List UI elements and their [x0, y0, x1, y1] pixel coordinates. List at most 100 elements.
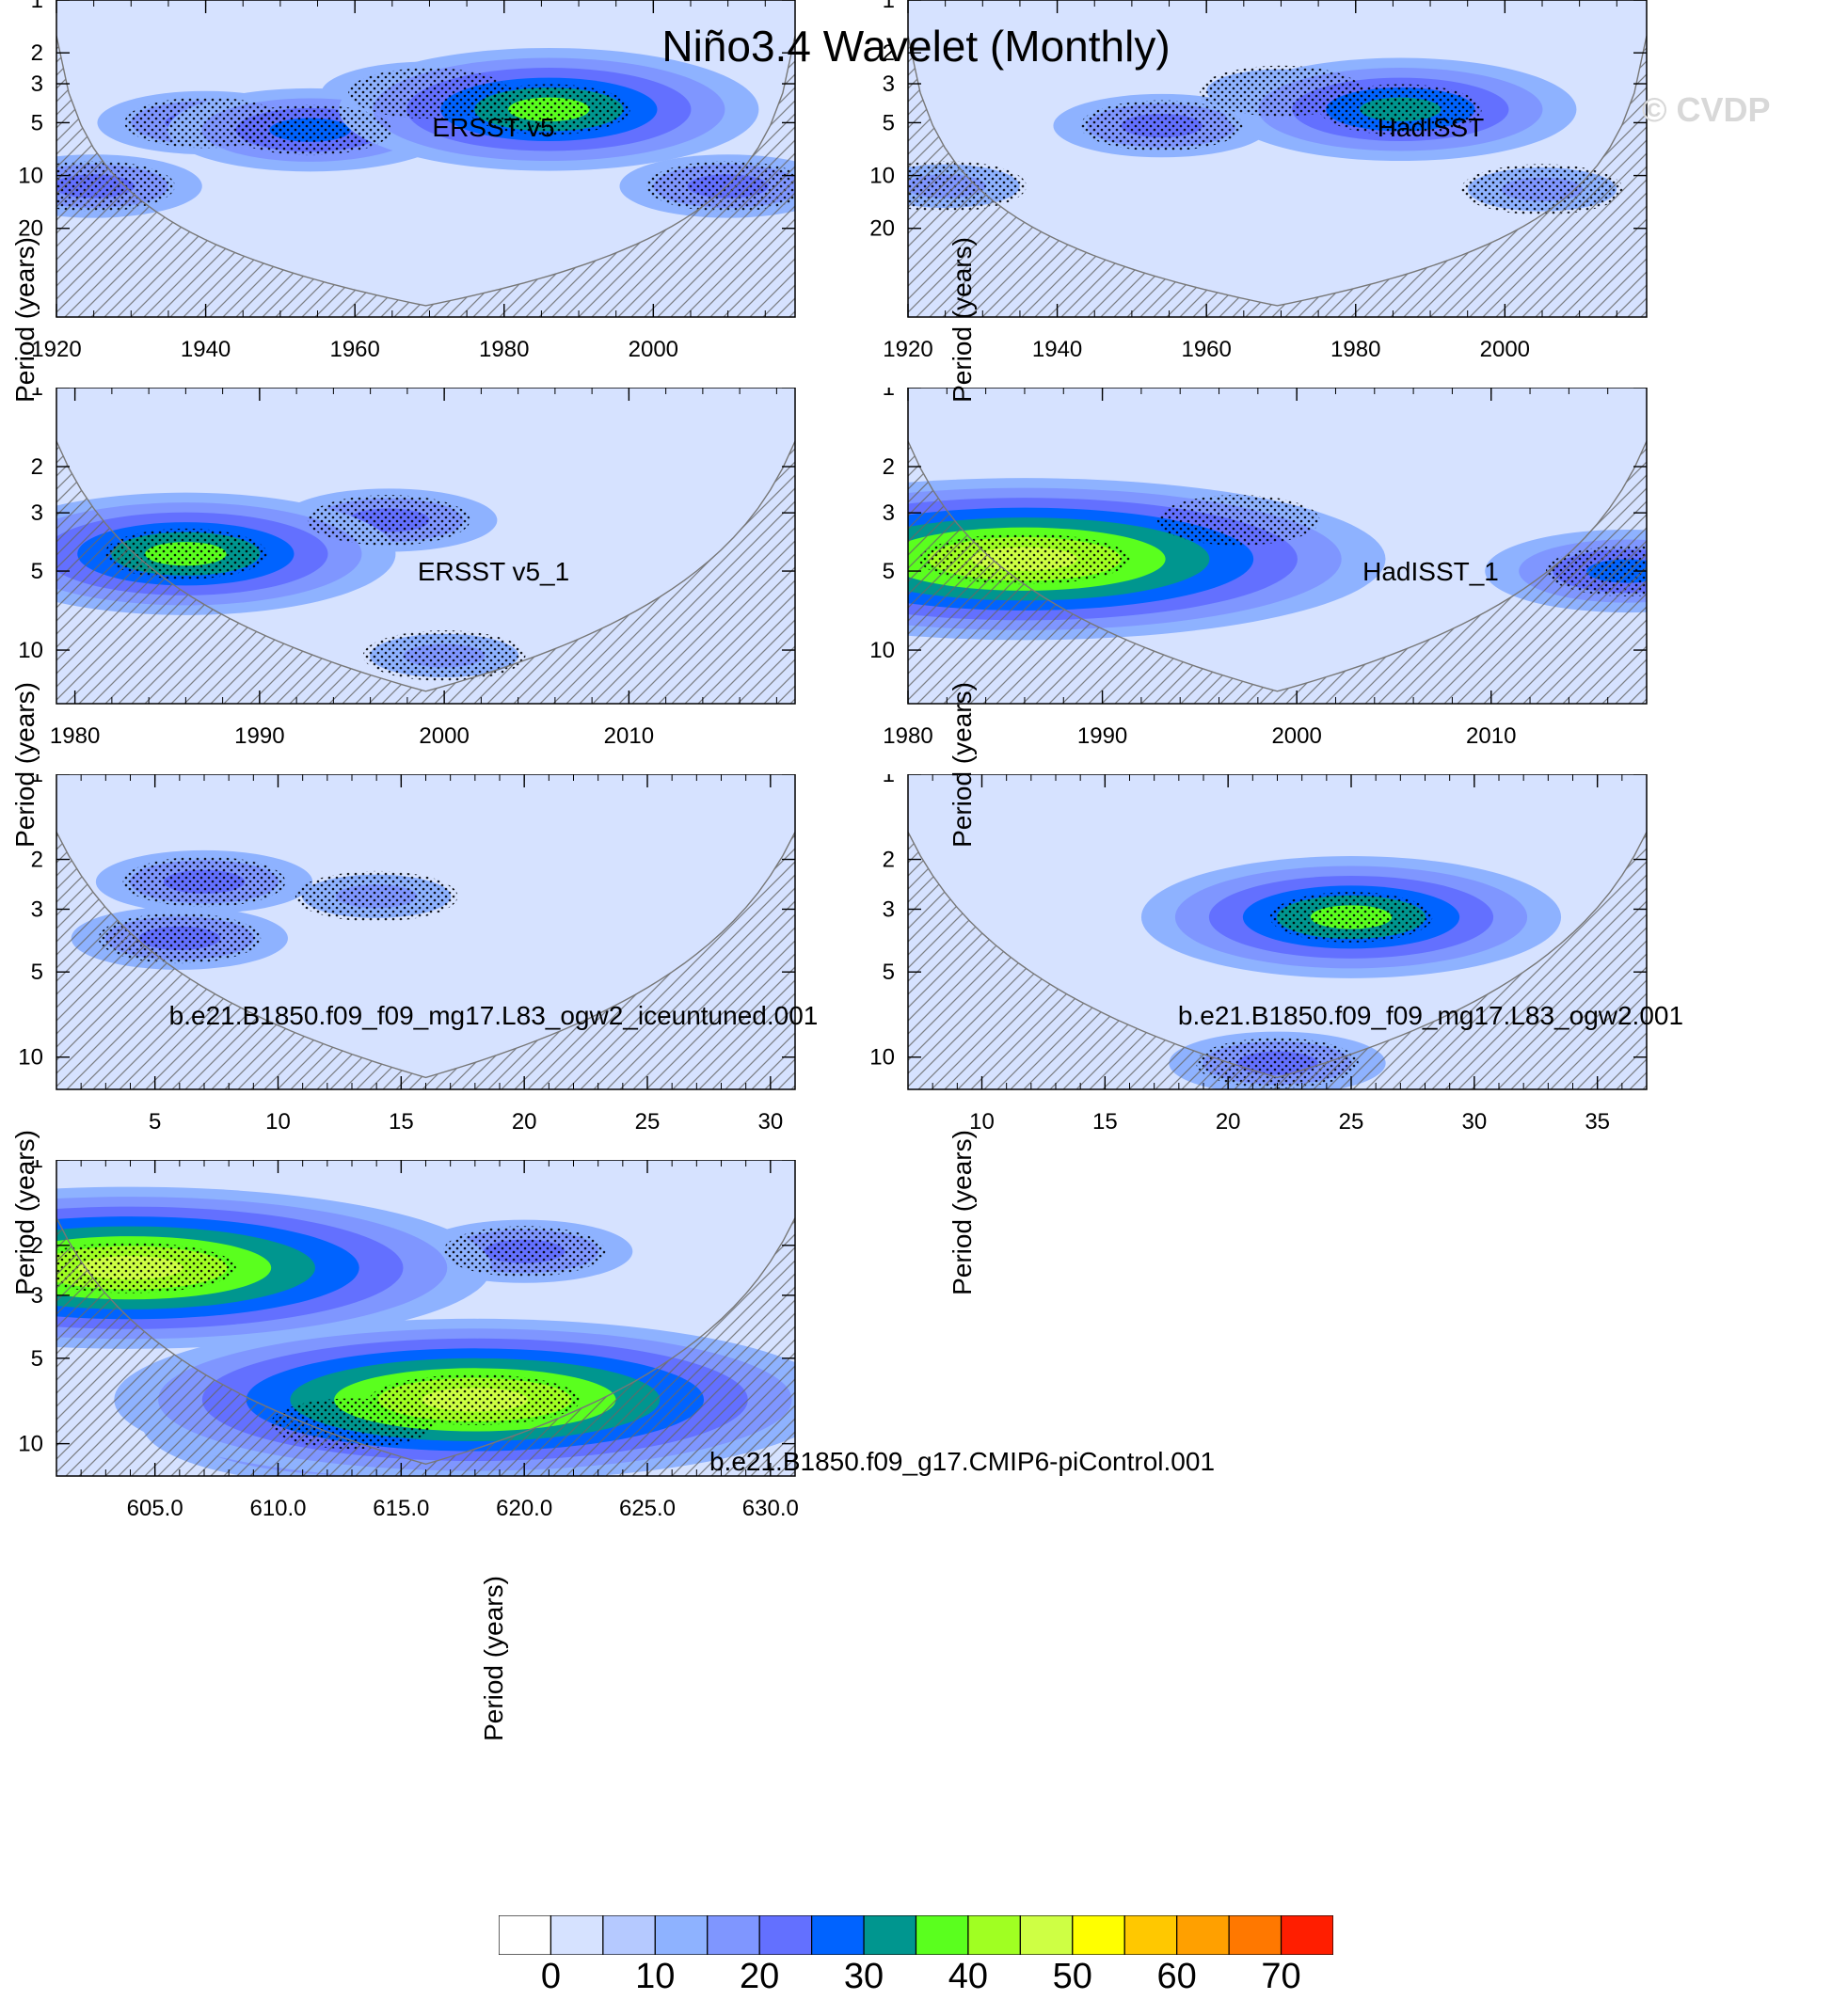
panel-5-ytick-label-4: 10 [18, 1045, 43, 1071]
panel-2-xtick-label-2: 1960 [1181, 337, 1231, 362]
panel-3-frame [56, 387, 796, 705]
colorbar-box-11 [1072, 1915, 1125, 1955]
panel-2-feature-3-significance [1200, 65, 1362, 117]
panel-1-ytick-label-3: 5 [31, 110, 43, 135]
panel-3-ytick-label-4: 10 [18, 638, 43, 663]
panel-2-ytick-label-0: 1 [883, 0, 895, 13]
panel-5-ytick-label-1: 2 [31, 848, 43, 873]
panel-1-xtick-label-1: 1940 [181, 337, 231, 362]
panel-1-title: ERSST v5 [432, 113, 555, 142]
colorbar-box-1 [550, 1915, 604, 1955]
colorbar-box-8 [915, 1915, 969, 1955]
panel-6-ytick-label-1: 2 [883, 848, 895, 873]
colorbar-box-5 [758, 1915, 813, 1955]
colorbar-box-10 [1019, 1915, 1074, 1955]
panel-1-ylabel: Period (years) [10, 236, 40, 403]
panel-7-feature-1-significance [56, 1242, 236, 1294]
panel-2-ytick-label-3: 5 [883, 110, 895, 135]
colorbar-label-50: 50 [1052, 1957, 1092, 1996]
panel-6-xtick-label-5: 35 [1585, 1109, 1610, 1135]
panel-1-feature-3-significance [124, 97, 287, 149]
panel-6-ylabel: Period (years) [948, 1129, 977, 1295]
panel-2-feature-2-significance [1080, 100, 1243, 151]
panel-3-xtick-label-3: 2010 [604, 723, 654, 749]
panel-5-cone-line [56, 832, 795, 1079]
panel-4-xtick-label-2: 2000 [1271, 723, 1321, 749]
colorbar-box-9 [967, 1915, 1021, 1955]
panel-2-xtick-label-4: 2000 [1480, 337, 1530, 362]
panel-2-xtick-label-1: 1940 [1032, 337, 1082, 362]
panel-1-xtick-label-0: 1920 [31, 337, 81, 362]
panel-1-xtick-label-3: 1980 [479, 337, 529, 362]
panel-5-xtick-label-3: 20 [512, 1109, 537, 1135]
panel-2-ytick-label-2: 3 [883, 71, 895, 97]
panel-3-ytick-label-1: 2 [31, 454, 43, 480]
panel-3-title: ERSST v5_1 [417, 557, 570, 586]
panel-6-xtick-label-3: 25 [1339, 1109, 1364, 1135]
panel-4-cone-line [908, 440, 1647, 692]
panel-6-xtick-label-1: 15 [1092, 1109, 1118, 1135]
panel-4-ytick-label-3: 5 [883, 559, 895, 584]
colorbar-box-6 [811, 1915, 865, 1955]
colorbar-box-13 [1176, 1915, 1230, 1955]
panel-2-frame [907, 0, 1648, 318]
panel-3-feature-3-significance [362, 630, 526, 681]
panel-2-cone-of-influence [908, 0, 1647, 317]
panel-6-ytick-label-0: 1 [883, 774, 895, 787]
panel-5-xtick-label-4: 25 [635, 1109, 661, 1135]
panel-7-xtick-label-0: 605.0 [127, 1496, 183, 1521]
panel-2-xtick-label-3: 1980 [1330, 337, 1380, 362]
panel-2-ytick-label-1: 2 [883, 40, 895, 66]
panel-4-frame [907, 387, 1648, 705]
panel-7-ytick-label-4: 10 [18, 1432, 43, 1457]
colorbar-label-10: 10 [635, 1957, 676, 1996]
panel-1-ytick-label-2: 3 [31, 71, 43, 97]
panel-4-title: HadISST_1 [1362, 557, 1499, 586]
panel-7-ylabel: Period (years) [479, 1576, 508, 1741]
panel-3-xtick-label-2: 2000 [419, 723, 469, 749]
colorbar-box-3 [654, 1915, 709, 1955]
colorbar-label-30: 30 [843, 1957, 884, 1996]
panel-4-plot: 1 2 3 5 10 1980 1990 2000 2010 [869, 375, 1648, 749]
panel-6-cone-line [908, 832, 1647, 1079]
panel-2-plot: 1 2 3 5 10 20 1920 1940 1960 1980 2000 [869, 0, 1648, 362]
panel-1-ytick-label-4: 10 [18, 164, 43, 189]
panel-6-ytick-label-3: 5 [883, 960, 895, 985]
panel-1-cone-of-influence [56, 0, 795, 317]
panel-7-cone-of-influence [56, 1160, 795, 1476]
panel-2-title: HadISST [1377, 113, 1485, 142]
panel-3-feature-2-significance [307, 495, 470, 546]
panel-6-ytick-label-2: 3 [883, 897, 895, 922]
panel-3-ylabel: Period (years) [10, 682, 40, 848]
panel-5-xtick-label-2: 15 [389, 1109, 414, 1135]
panel-2-ytick-label-4: 10 [869, 164, 895, 189]
panel-7-feature-4-significance [442, 1226, 606, 1278]
panel-5-feature-2-significance [122, 856, 286, 908]
panel-7-xtick-label-4: 625.0 [619, 1496, 676, 1521]
colorbar-label-60: 60 [1156, 1957, 1197, 1996]
panel-1-feature-4-significance [348, 68, 511, 119]
panel-1-ytick-label-0: 1 [31, 0, 43, 13]
panel-6-xtick-label-4: 30 [1461, 1109, 1487, 1135]
panel-5-xtick-label-1: 10 [265, 1109, 291, 1135]
panel-1-xtick-label-2: 1960 [329, 337, 379, 362]
panel-6-feature-1-significance [1269, 892, 1433, 943]
panel-3-xtick-label-0: 1980 [50, 723, 100, 749]
colorbar-box-14 [1228, 1915, 1282, 1955]
panel-4-ytick-label-4: 10 [869, 638, 895, 663]
panel-6-xtick-label-0: 10 [969, 1109, 995, 1135]
panel-2-ytick-label-5: 20 [869, 216, 895, 242]
panel-2-cone-line [908, 35, 1647, 307]
colorbar-box-12 [1123, 1915, 1178, 1955]
panel-1-plot: 1 2 3 5 10 20 1920 1940 1960 1980 2000 [18, 0, 796, 362]
panel-4-ytick-label-2: 3 [883, 500, 895, 526]
panel-6-title: b.e21.B1850.f09_f09_mg17.L83_ogw2.001 [1177, 1001, 1684, 1030]
panel-7-cone-line [56, 1217, 795, 1466]
wavelet-panels: ERSST v5 Period (years) 1 2 3 5 10 20 1920 1940 19… [10, 0, 1684, 1741]
colorbar [499, 1915, 1333, 1955]
panel-1-ytick-label-5: 20 [18, 216, 43, 242]
colorbar-label-20: 20 [740, 1957, 780, 1996]
